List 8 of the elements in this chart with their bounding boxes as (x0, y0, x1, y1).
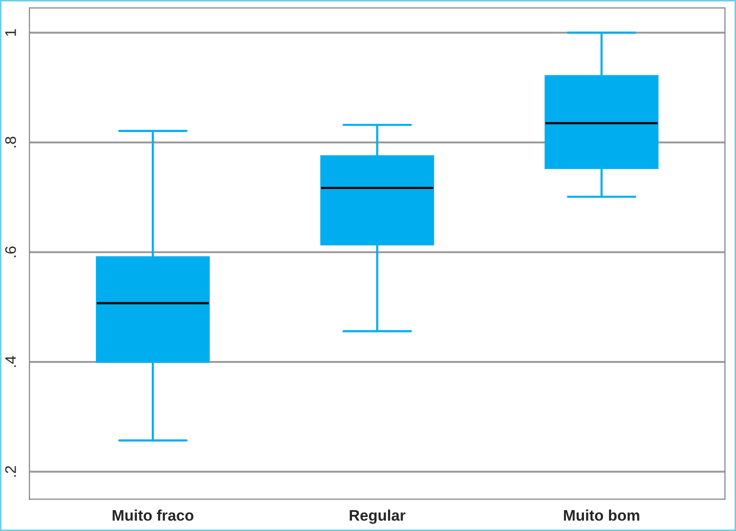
y-tick-label: 1 (5, 29, 16, 36)
x-tick-label: Muito bom (564, 510, 640, 521)
y-tick-label: .2 (5, 466, 16, 477)
y-tick-label: .4 (5, 356, 16, 367)
y-tick-label: .6 (5, 246, 16, 258)
x-tick-label: Regular (350, 510, 406, 524)
x-tick-label: Muito fraco (112, 510, 194, 521)
y-tick-label: .8 (5, 136, 16, 148)
